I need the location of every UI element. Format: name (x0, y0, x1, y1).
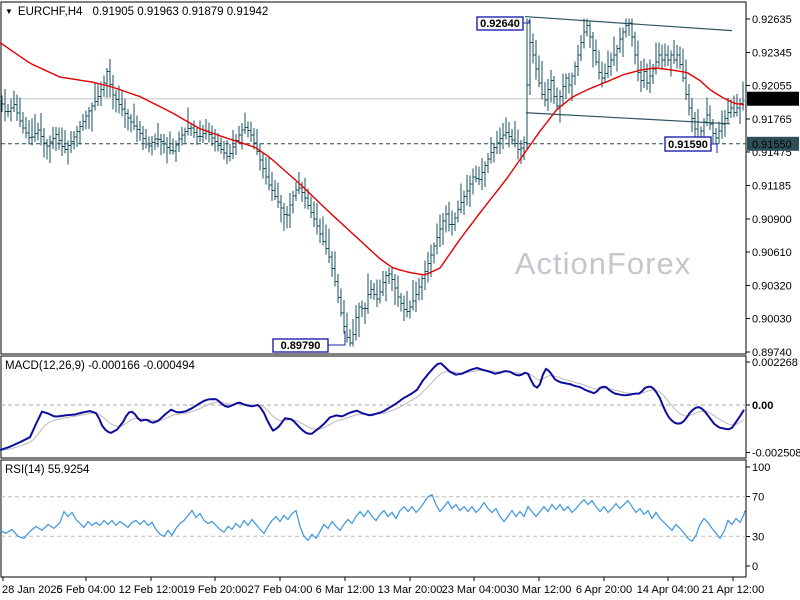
macd-axis-label: 0.002268 (752, 357, 798, 369)
x-axis-label: 27 Feb 04:00 (248, 584, 313, 596)
annotation-connector (328, 331, 346, 346)
x-axis-label: 14 Apr 04:00 (637, 584, 699, 596)
macd-axis-label: -0.002508 (752, 448, 800, 460)
symbol-dropdown-icon[interactable]: ▼ (5, 7, 13, 16)
y-axis-label: 0.90610 (752, 247, 792, 259)
rsi-indicator-header: RSI(14) 55.9254 (5, 464, 90, 477)
annotation-price-label[interactable]: 0.91590 (668, 139, 708, 151)
rsi-label: RSI(14) 55.9254 (5, 464, 90, 476)
rsi-axis-label: 30 (752, 531, 764, 543)
y-axis-label: 0.91765 (752, 114, 792, 126)
y-axis-label: 0.90900 (752, 214, 792, 226)
support-level-badge-label: 0.91550 (752, 139, 792, 151)
symbol-timeframe-label: EURCHF,H4 (17, 6, 83, 18)
x-axis-label: 5 Feb 04:00 (57, 584, 116, 596)
trend-channel-lower-line (525, 112, 731, 125)
current-price-badge-label: 0.91942 (752, 94, 792, 106)
macd-main-line (0, 362, 745, 452)
annotation-connector (523, 20, 530, 24)
rsi-axis-label: 100 (752, 462, 770, 474)
moving-average-line (0, 42, 745, 276)
annotation-box[interactable] (476, 16, 524, 31)
ohlc-quote-values: 0.91905 0.91963 0.91879 0.91942 (92, 6, 269, 18)
price-bars-series (0, 18, 745, 347)
x-axis-label: 6 Apr 20:00 (576, 584, 632, 596)
x-axis-label: 30 Mar 12:00 (507, 584, 572, 596)
macd-label: MACD(12,26,9) -0.000166 -0.000494 (5, 360, 195, 372)
annotation-connector (711, 143, 718, 153)
current-price-badge (747, 91, 799, 106)
y-axis-label: 0.92635 (752, 14, 792, 26)
y-axis-label: 0.92345 (752, 47, 792, 59)
rsi-axis-label: 70 (752, 492, 764, 504)
annotation-price-label[interactable]: 0.92640 (480, 18, 520, 30)
x-axis-label: 6 Mar 12:00 (316, 584, 375, 596)
annotation-box[interactable] (272, 338, 329, 353)
x-axis-label: 23 Mar 04:00 (442, 584, 507, 596)
main-chart-header: ▼ EURCHF,H4 0.91905 0.91963 0.91879 0.9194… (5, 6, 269, 19)
y-axis-label: 0.92055 (752, 81, 792, 93)
y-axis-label: 0.91185 (752, 181, 791, 193)
macd-panel-frame (0, 355, 747, 459)
macd-axis-label: 0.00 (752, 400, 773, 412)
main-panel-frame (0, 1, 747, 355)
y-axis-label: 0.90030 (752, 314, 792, 326)
annotation-price-label[interactable]: 0.89790 (281, 340, 321, 352)
macd-signal-line (0, 369, 745, 451)
x-axis-label: 19 Feb 20:00 (183, 584, 248, 596)
x-axis-label: 21 Apr 12:00 (702, 584, 764, 596)
rsi-panel-frame (0, 459, 747, 578)
x-axis-label: 28 Jan 2026 (2, 584, 63, 596)
y-axis-label: 0.90320 (752, 280, 792, 292)
x-axis-label: 13 Mar 20:00 (378, 584, 443, 596)
rsi-line (0, 493, 746, 543)
rsi-axis-label: 0 (752, 561, 758, 573)
macd-indicator-header: MACD(12,26,9) -0.000166 -0.000494 (5, 360, 195, 373)
support-level-badge (747, 136, 799, 151)
annotation-box[interactable] (664, 136, 712, 152)
y-axis-label: 0.89740 (752, 347, 792, 359)
x-axis-label: 12 Feb 12:00 (119, 584, 184, 596)
